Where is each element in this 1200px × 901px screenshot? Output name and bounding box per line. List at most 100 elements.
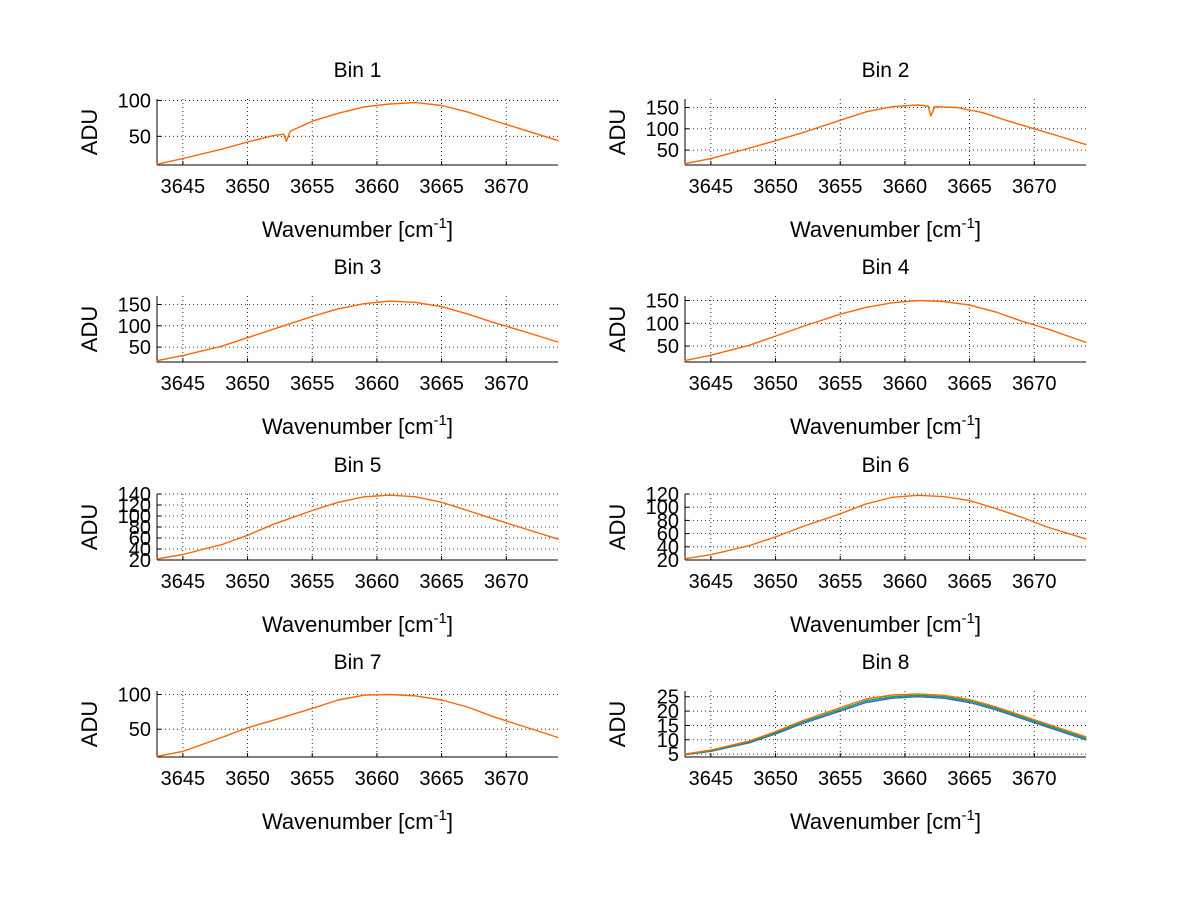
- data-point: [930, 115, 932, 117]
- y-tick-label: 100: [118, 684, 151, 706]
- data-point: [800, 326, 803, 328]
- x-tick-label: 3670: [484, 571, 529, 593]
- data-point: [337, 308, 339, 310]
- x-tick-label: 3660: [355, 571, 400, 593]
- data-point: [363, 496, 365, 498]
- data-point: [710, 554, 712, 556]
- data-point: [285, 140, 287, 142]
- x-tick-label: 3650: [753, 373, 798, 395]
- data-point: [839, 708, 841, 710]
- data-point: [311, 120, 313, 122]
- x-tick-label: 3660: [883, 373, 928, 395]
- data-point: [800, 723, 803, 725]
- data-point: [839, 313, 841, 315]
- data-point: [774, 732, 777, 734]
- x-axis-label: Wavenumber [cm-1]: [262, 610, 453, 637]
- data-point: [518, 127, 520, 130]
- data-point: [1020, 717, 1022, 719]
- y-tick-label: 60: [129, 528, 151, 550]
- data-point: [865, 701, 867, 704]
- x-axis-label: Wavenumber [cm-1]: [790, 215, 981, 242]
- y-axis-label: ADU: [77, 306, 102, 352]
- y-tick-label: 20: [657, 701, 679, 723]
- data-point: [283, 133, 285, 135]
- data-point: [311, 315, 313, 318]
- data-point: [156, 755, 158, 757]
- data-point: [891, 496, 893, 498]
- series-line-1: [684, 299, 1087, 362]
- data-point: [891, 106, 893, 108]
- y-tick-label: 100: [118, 316, 151, 338]
- data-point: [865, 111, 867, 113]
- series-line-2: [684, 694, 1087, 756]
- x-tick-label: 3645: [161, 176, 206, 198]
- y-tick-label: 100: [646, 497, 679, 519]
- y-tick-label: 15: [657, 715, 679, 737]
- data-point: [1085, 538, 1087, 540]
- x-tick-label: 3650: [225, 768, 270, 790]
- data-point: [994, 707, 997, 709]
- data-point: [839, 119, 841, 121]
- x-axis-label: Wavenumber [cm-1]: [790, 610, 981, 637]
- data-point: [968, 699, 971, 701]
- data-point: [221, 345, 223, 347]
- data-point: [182, 750, 184, 753]
- data-point: [800, 720, 803, 722]
- data-point: [684, 753, 686, 755]
- y-tick-label: 100: [646, 313, 679, 335]
- data-point: [492, 518, 494, 520]
- data-point: [917, 494, 919, 496]
- y-tick-label: 100: [118, 506, 151, 528]
- data-point: [518, 526, 520, 528]
- x-tick-label: 3665: [947, 571, 992, 593]
- y-tick-label: 50: [129, 126, 151, 148]
- y-axis-label: ADU: [605, 306, 630, 352]
- data-point: [981, 112, 984, 114]
- data-point: [1085, 143, 1087, 146]
- data-point: [865, 503, 867, 505]
- data-point: [891, 697, 893, 699]
- x-tick-label: 3655: [290, 373, 335, 395]
- data-point: [927, 105, 929, 107]
- data-point: [943, 300, 945, 303]
- data-point: [156, 163, 158, 165]
- data-point: [246, 337, 249, 339]
- y-axis-label: ADU: [605, 701, 630, 747]
- data-point: [363, 694, 365, 696]
- y-tick-label: 80: [657, 510, 679, 532]
- y-tick-label: 50: [657, 140, 679, 162]
- y-tick-label: 20: [657, 550, 679, 572]
- x-axis-label: Wavenumber [cm-1]: [262, 412, 453, 439]
- chart-title: Bin 6: [862, 454, 910, 477]
- data-point: [440, 699, 443, 701]
- series-line-3: [684, 693, 1087, 755]
- y-tick-label: 5: [668, 744, 679, 766]
- data-point: [1007, 120, 1009, 122]
- data-point: [221, 736, 223, 739]
- x-tick-label: 3655: [818, 176, 863, 198]
- data-point: [1046, 526, 1048, 528]
- data-point: [272, 719, 275, 721]
- series-line-1: [684, 104, 1087, 165]
- y-axis-label: ADU: [77, 701, 102, 747]
- data-point: [311, 509, 313, 512]
- data-point: [182, 553, 184, 556]
- data-point: [272, 523, 275, 525]
- x-tick-label: 3655: [290, 768, 335, 790]
- data-point: [389, 103, 391, 105]
- x-tick-label: 3670: [484, 176, 529, 198]
- data-point: [557, 140, 559, 142]
- chart-title: Bin 3: [334, 256, 382, 279]
- y-tick-label: 60: [657, 524, 679, 546]
- data-point: [968, 701, 971, 704]
- data-point: [466, 706, 469, 708]
- y-tick-label: 20: [129, 550, 151, 572]
- data-point: [684, 360, 686, 362]
- x-tick-label: 3655: [290, 176, 335, 198]
- y-tick-label: 120: [646, 484, 679, 506]
- data-point: [994, 709, 997, 711]
- y-axis-label: ADU: [77, 109, 102, 155]
- data-point: [440, 501, 443, 503]
